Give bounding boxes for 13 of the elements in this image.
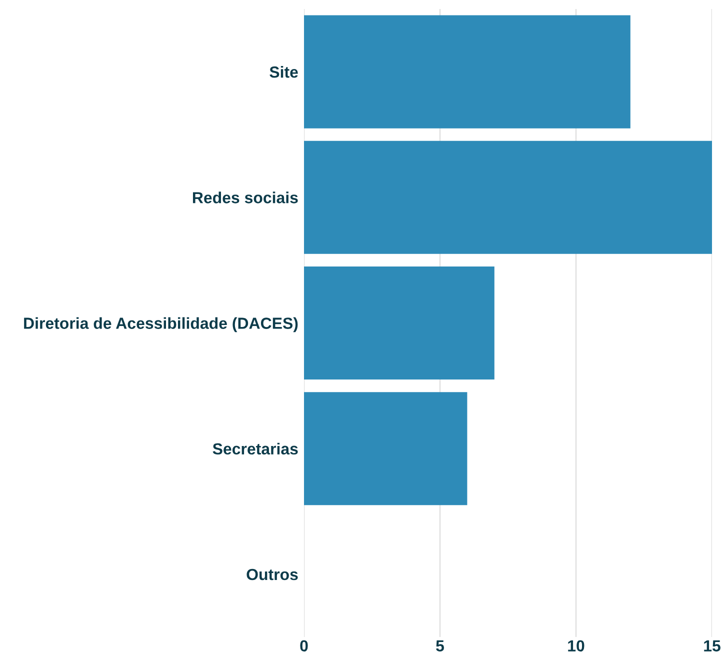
y-tick-label: Outros — [246, 568, 298, 580]
bar — [304, 140, 712, 254]
x-tick-label: 10 — [568, 640, 584, 652]
bar — [304, 392, 468, 506]
x-tick-label: 5 — [436, 640, 444, 652]
x-tick-label: 15 — [704, 640, 720, 652]
bar — [304, 15, 630, 128]
y-tick-label: Secretarias — [212, 442, 298, 455]
bar — [304, 266, 494, 380]
y-tick-label: Diretoria de Acessibilidade (DACES) — [24, 317, 298, 332]
y-tick-label: Site — [270, 66, 298, 78]
x-tick-label: 0 — [300, 640, 308, 652]
y-tick-label: Redes sociais — [192, 192, 298, 204]
